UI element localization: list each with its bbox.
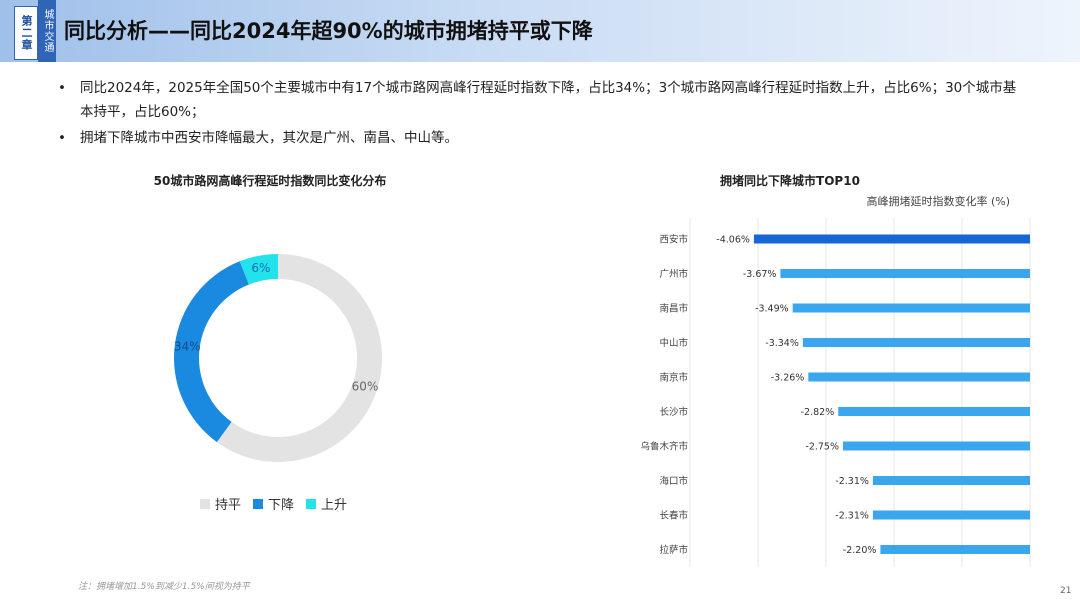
footnote: 注：拥堵增加1.5%到减少1.5%间视为持平 <box>78 582 250 592</box>
bar <box>792 303 1030 313</box>
value-label: -2.31% <box>835 511 869 522</box>
bar-chart-title: 拥堵同比下降城市TOP10 <box>720 174 860 188</box>
chapter-tag-text: 第二章 <box>20 15 33 51</box>
legend-label: 下降 <box>268 498 295 513</box>
header-banner: 第二章 城市交通 同比分析——同比2024年超90%的城市拥堵持平或下降 <box>0 0 1080 62</box>
bullet-item: 拥堵下降城市中西安市降幅最大，其次是广州、南昌、中山等。 <box>58 126 1018 150</box>
bar-chart: 西安市 -4.06% 广州市 -3.67% 南昌市 -3.49% 中山市 -3.34% 南京市 -… <box>640 218 1031 567</box>
page-title: 同比分析——同比2024年超90%的城市拥堵持平或下降 <box>64 19 593 43</box>
section-tag: 城市交通 <box>38 0 56 62</box>
bar <box>808 372 1030 382</box>
donut-chart-title: 50城市路网高峰行程延时指数同比变化分布 <box>153 174 387 188</box>
category-label: 长沙市 <box>659 406 688 418</box>
section-tag-text: 城市交通 <box>42 9 53 53</box>
value-label: -2.75% <box>805 442 839 453</box>
donut-slice-1 <box>216 254 382 462</box>
legend-label: 持平 <box>215 498 242 513</box>
value-label: -3.26% <box>771 373 805 384</box>
chapter-tag: 第二章 <box>14 6 38 60</box>
category-label: 海口市 <box>659 475 688 487</box>
bar <box>802 338 1030 347</box>
category-label: 广州市 <box>659 268 688 280</box>
bar <box>872 510 1030 520</box>
value-label: -3.34% <box>765 338 799 349</box>
donut-legend: 持平 下降 上升 <box>200 494 347 513</box>
bar-chart-axis-caption: 高峰拥堵延时指数变化率 (%) <box>866 195 1010 208</box>
value-label: -2.31% <box>835 476 869 487</box>
value-label: -4.06% <box>716 235 750 246</box>
donut-slice-3 <box>239 254 278 285</box>
category-label: 西安市 <box>659 234 688 246</box>
donut-slice-2 <box>174 261 249 443</box>
category-label: 南京市 <box>659 372 688 384</box>
value-label: -2.20% <box>843 545 877 556</box>
bar <box>872 476 1030 485</box>
legend-label: 上升 <box>321 498 348 513</box>
bullet-list: 同比2024年，2025年全国50个主要城市中有17个城市路网高峰行程延时指数下… <box>58 76 1018 152</box>
legend-swatch <box>253 498 264 509</box>
category-label: 长春市 <box>659 510 688 522</box>
category-label: 南昌市 <box>659 303 688 315</box>
legend-swatch <box>306 498 317 509</box>
donut-slice-label: 60% <box>352 379 379 393</box>
donut-chart: 60% 34% 6% <box>174 254 382 462</box>
legend-item: 下降 <box>253 494 294 513</box>
category-label: 乌鲁木齐市 <box>640 441 688 453</box>
donut-slice-label: 6% <box>251 261 270 275</box>
donut-slice-label: 34% <box>174 340 201 354</box>
bar <box>843 441 1030 451</box>
value-label: -3.67% <box>743 269 777 280</box>
bar <box>753 234 1030 244</box>
page-number: 21 <box>1060 586 1072 596</box>
value-label: -3.49% <box>755 304 789 315</box>
category-label: 拉萨市 <box>659 544 688 556</box>
legend-item: 上升 <box>306 494 347 513</box>
legend-swatch <box>200 498 210 509</box>
bar <box>780 269 1030 278</box>
legend-item: 持平 <box>200 494 241 513</box>
value-label: -2.82% <box>801 407 835 418</box>
bar <box>880 545 1030 554</box>
category-label: 中山市 <box>659 337 688 349</box>
bar <box>838 407 1030 416</box>
bullet-item: 同比2024年，2025年全国50个主要城市中有17个城市路网高峰行程延时指数下… <box>58 76 1018 124</box>
